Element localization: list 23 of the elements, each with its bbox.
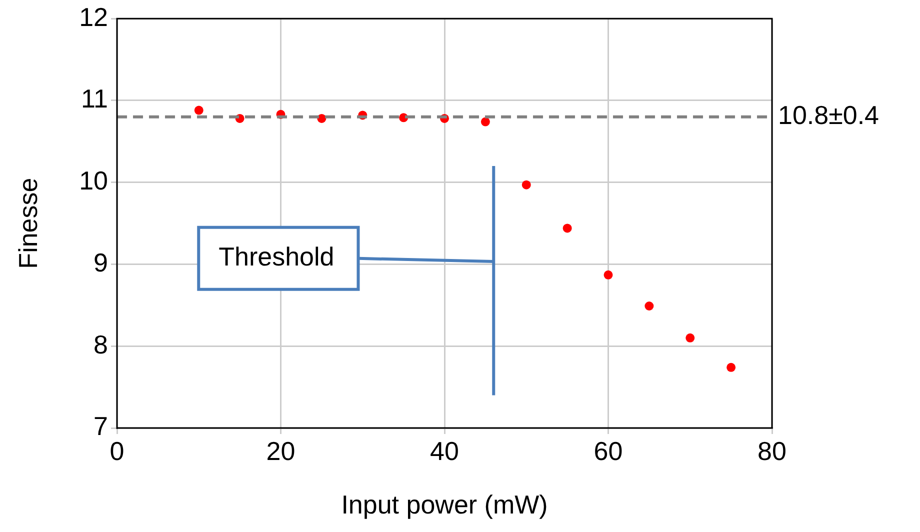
point	[522, 180, 531, 190]
y-tick-label: 12	[79, 2, 108, 32]
point	[480, 117, 490, 126]
y-axis-title: Finesse	[12, 178, 43, 269]
x-tick-label: 20	[266, 436, 296, 466]
x-tick-label: 80	[758, 436, 786, 466]
point	[604, 270, 613, 280]
point	[194, 106, 204, 115]
y-tick-label: 10	[79, 166, 108, 196]
point	[686, 333, 695, 342]
y-tick-label: 9	[94, 247, 108, 278]
ref-line-label: 10.8±0.4	[778, 100, 880, 130]
point	[644, 302, 654, 310]
point	[562, 224, 572, 233]
x-tick-label: 40	[430, 436, 459, 466]
y-tick-label: 7	[94, 411, 108, 442]
x-axis-title: Input power (mW)	[341, 490, 548, 520]
x-tick-label: 0	[110, 436, 124, 466]
x-tick-label: 60	[594, 436, 623, 466]
point	[726, 362, 736, 372]
y-tick-label: 8	[94, 329, 108, 360]
y-tick-label: 11	[81, 84, 108, 114]
ref-line-label: Threshold	[218, 242, 334, 272]
